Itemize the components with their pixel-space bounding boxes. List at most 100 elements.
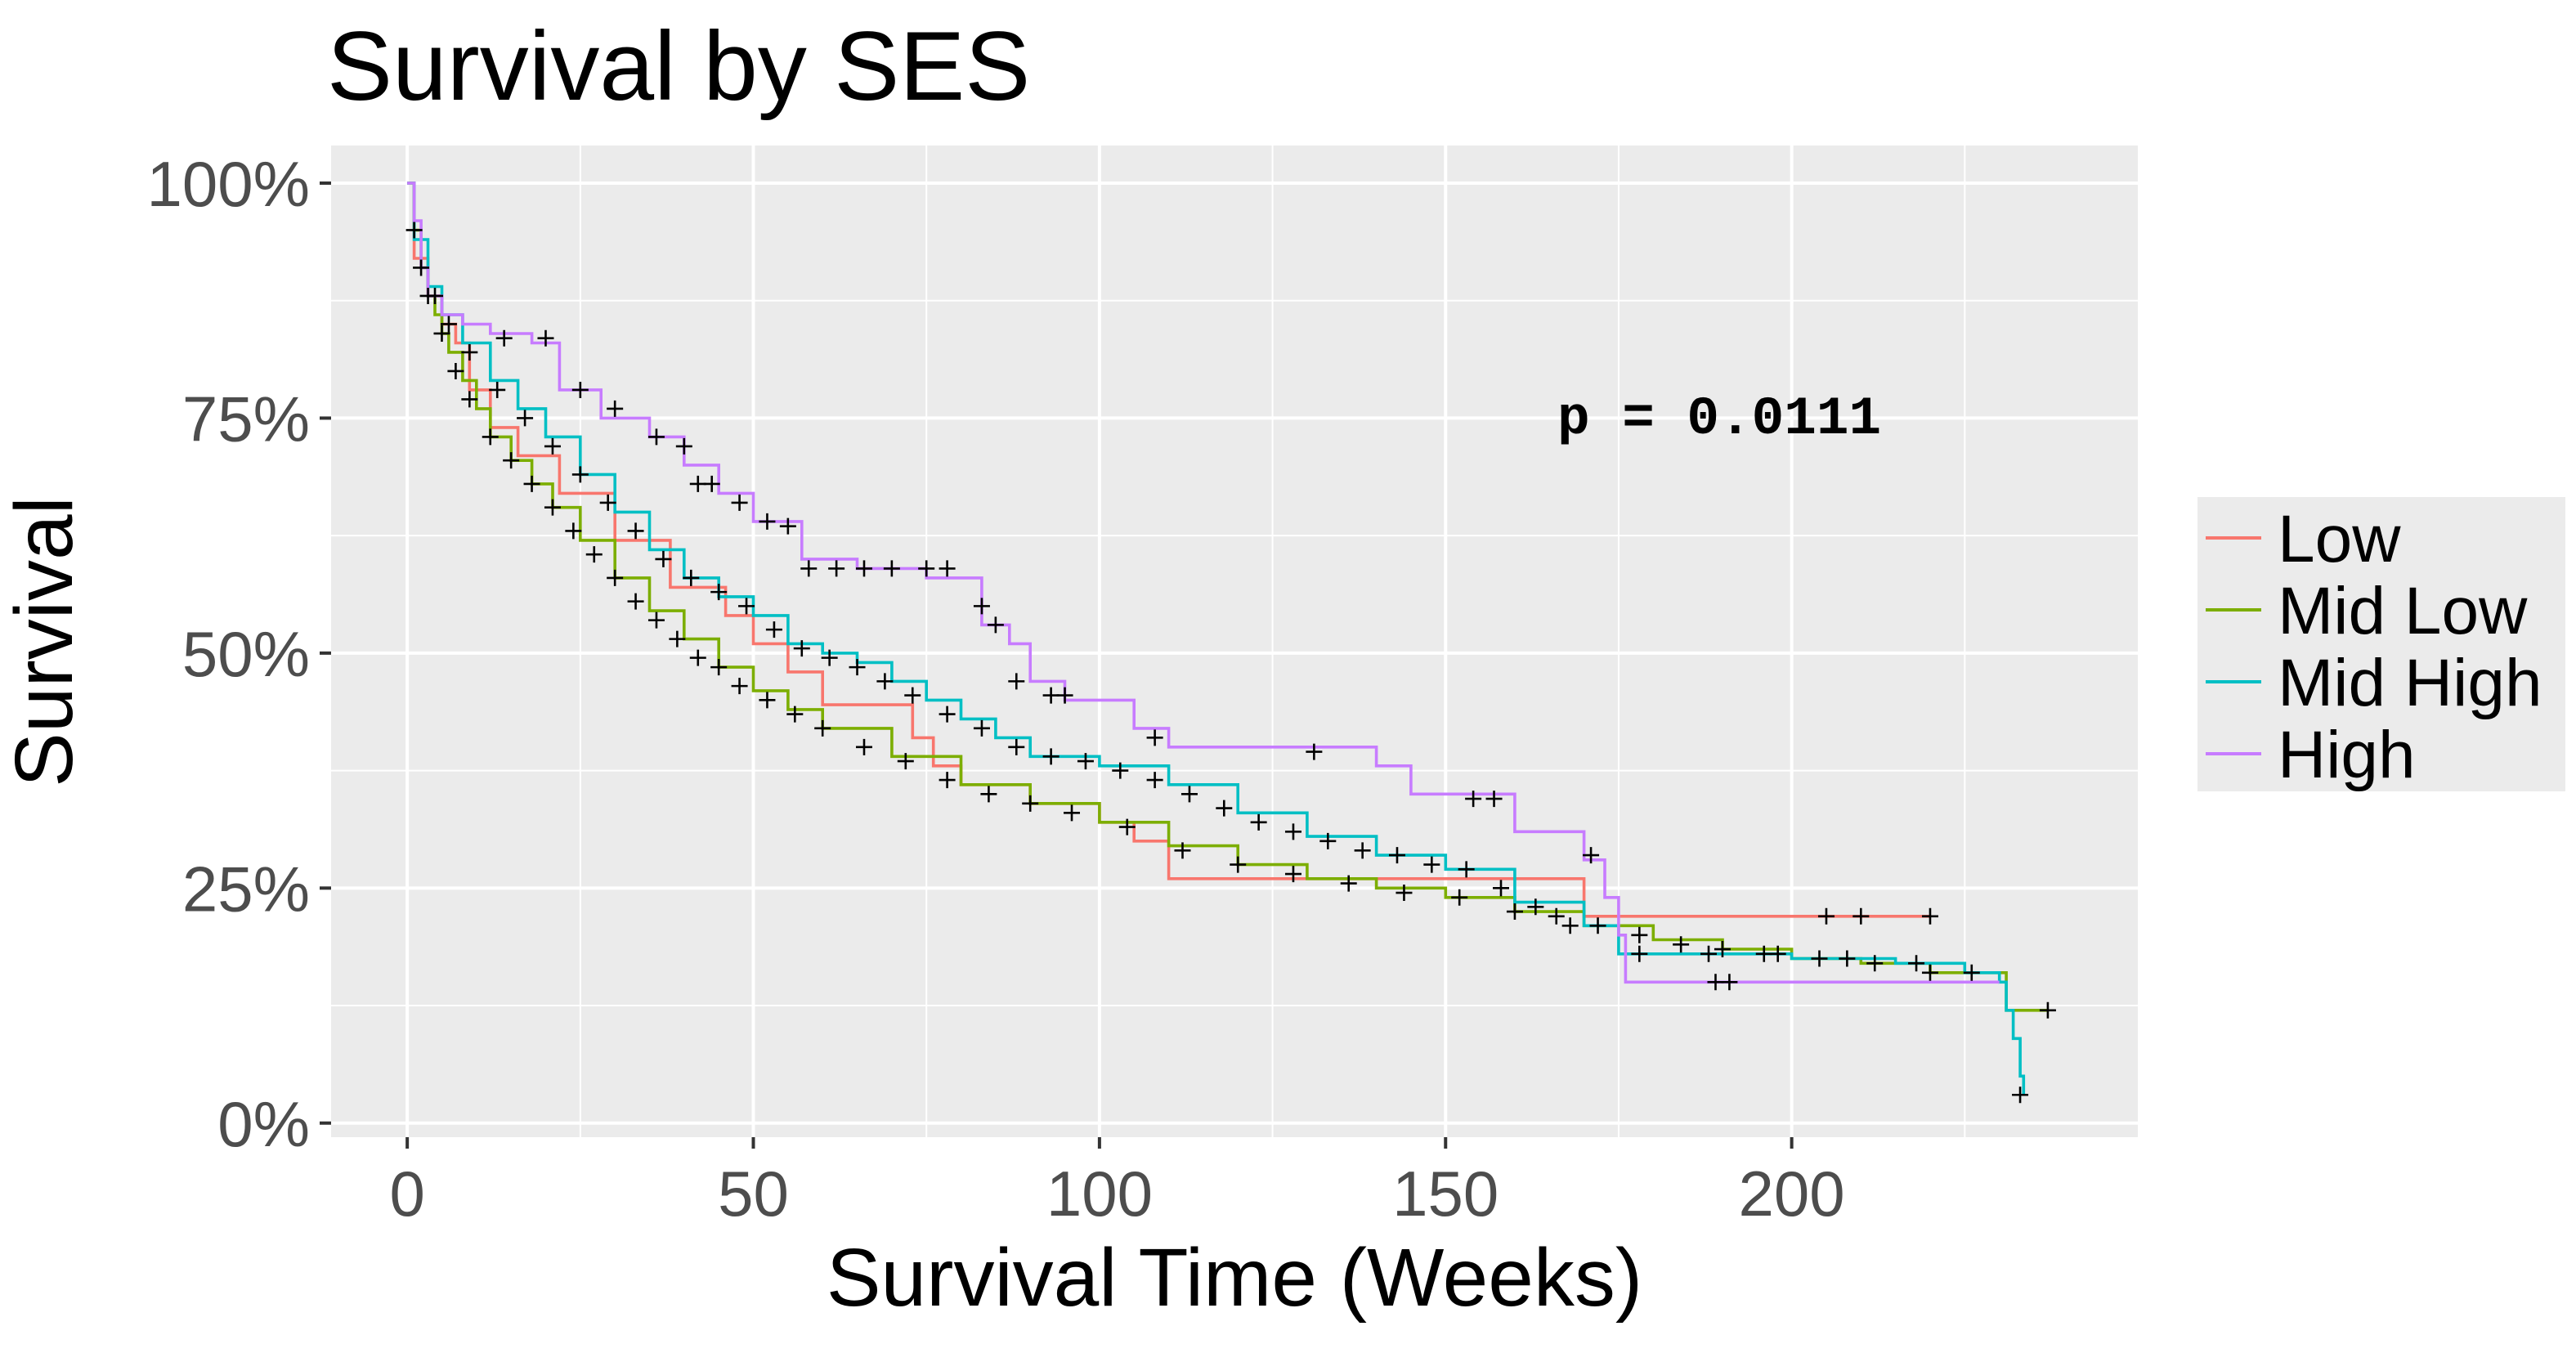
censor-mark-mid-low [1963, 964, 1980, 981]
censor-mark-mid-low [1673, 936, 1690, 953]
censor-mark-mid-low [1631, 926, 1648, 943]
x-tick-label: 100 [1046, 1158, 1153, 1230]
censor-mark-mid-high [413, 259, 430, 276]
censor-mark-high [883, 560, 900, 577]
censor-mark-mid-high [655, 550, 672, 567]
censor-mark-high [939, 560, 956, 577]
censor-mark-mid-low [759, 692, 776, 709]
censor-mark-high [1056, 687, 1073, 704]
censor-mark-high [1042, 687, 1060, 704]
censor-mark-high [607, 400, 624, 417]
censor-mark-mid-low [1284, 866, 1301, 883]
censor-mark-mid-low [1921, 964, 1938, 981]
censor-mark-high [1465, 791, 1482, 808]
x-tick-label: 0 [389, 1158, 424, 1230]
censor-mark-mid-low [814, 719, 831, 737]
censor-mark-high [973, 598, 990, 615]
censor-mark-mid-high [427, 287, 444, 304]
censor-mark-high [759, 513, 776, 530]
censor-mark-mid-low [1451, 889, 1468, 906]
censor-mark-mid-low [647, 612, 665, 629]
censor-mark-mid-high [1908, 955, 1925, 972]
grid-lines [331, 146, 2138, 1137]
censor-mark-high [731, 494, 748, 511]
censor-mark-mid-high [683, 569, 700, 586]
legend-label-high: High [2278, 718, 2416, 792]
censor-mark-mid-low [544, 499, 561, 516]
censor-mark-mid-high [1493, 880, 1509, 897]
censor-mark-mid-low [1506, 903, 1523, 921]
censor-mark-mid-low [503, 452, 520, 469]
censor-mark-mid-high [461, 343, 478, 361]
y-tick-label: 75% [182, 383, 310, 455]
censor-mark-mid-low [585, 546, 603, 563]
censor-mark-mid-high [1077, 753, 1094, 770]
censor-mark-low [1852, 907, 1870, 925]
censor-mark-mid-high [1769, 945, 1786, 962]
censor-mark-mid-high [1354, 842, 1371, 859]
censor-mark-mid-low [447, 362, 464, 379]
censor-mark-mid-low [710, 659, 728, 676]
censor-mark-mid-low [607, 569, 624, 586]
censor-mark-mid-low [669, 630, 686, 647]
x-axis-title: Survival Time (Weeks) [827, 1232, 1642, 1324]
censor-mark-low [1921, 907, 1938, 925]
censor-mark-mid-high [1423, 856, 1440, 873]
censor-mark-mid-low [1064, 804, 1081, 822]
censor-mark-mid-low [939, 772, 956, 789]
censor-mark-high [537, 329, 554, 347]
censor-mark-high [1721, 974, 1738, 991]
censor-mark-mid-low [1589, 917, 1606, 934]
legend-label-mid-high: Mid High [2278, 646, 2542, 720]
censor-mark-mid-low [897, 753, 914, 770]
chart-title: Survival by SES [327, 11, 1030, 121]
censor-mark-mid-high [1458, 861, 1475, 878]
censor-mark-high [800, 560, 818, 577]
censor-mark-mid-high [1146, 772, 1163, 789]
censor-mark-mid-low [1811, 950, 1828, 967]
censor-mark-mid-low [1755, 945, 1772, 962]
censor-mark-mid-low [1230, 856, 1247, 873]
censor-mark-mid-low [1548, 907, 1565, 925]
censor-mark-mid-high [765, 621, 782, 638]
censor-mark-mid-low [461, 391, 478, 408]
censor-mark-mid-high [1216, 800, 1233, 817]
censor-mark-mid-low [2039, 1001, 2056, 1019]
censor-mark-high [495, 329, 513, 347]
censor-mark-high [1306, 743, 1323, 760]
censor-mark-mid-high [710, 584, 728, 601]
censor-mark-mid-high [1008, 738, 1025, 755]
x-tick-label: 200 [1739, 1158, 1845, 1230]
censor-mark-mid-low [731, 678, 748, 695]
censor-mark-high [855, 560, 872, 577]
censor-mark-mid-low [1396, 885, 1413, 902]
censor-mark-high [675, 437, 692, 455]
censor-mark-mid-low [1022, 795, 1039, 812]
censor-mark-mid-low [523, 475, 540, 492]
y-axis-title: Survival [0, 496, 90, 787]
censor-mark-low [1817, 907, 1835, 925]
censor-mark-mid-high [571, 466, 589, 483]
censor-mark-high [689, 475, 706, 492]
censor-mark-mid-low [1340, 875, 1357, 892]
y-tick-label: 100% [147, 148, 311, 220]
axes: 0 50 100 150 200 0% 25% 50% 75% 100% [147, 148, 1845, 1230]
censor-mark-mid-high [876, 673, 894, 690]
censor-mark-high [779, 517, 796, 535]
censor-mark-mid-low [1866, 955, 1884, 972]
censor-mark-mid-low [980, 786, 997, 803]
censor-mark-high [571, 381, 589, 398]
censor-mark-high [918, 560, 935, 577]
censor-mark-mid-high [1839, 950, 1856, 967]
x-tick-label: 50 [718, 1158, 789, 1230]
censor-mark-high [987, 616, 1004, 634]
censor-mark-mid-low [786, 706, 804, 723]
censor-mark-high [1707, 974, 1724, 991]
censor-mark-high [1008, 673, 1025, 690]
censor-mark-mid-high [599, 494, 616, 511]
censor-mark-high [828, 560, 845, 577]
censor-mark-mid-low [1174, 842, 1191, 859]
censor-mark-mid-low [482, 428, 499, 446]
